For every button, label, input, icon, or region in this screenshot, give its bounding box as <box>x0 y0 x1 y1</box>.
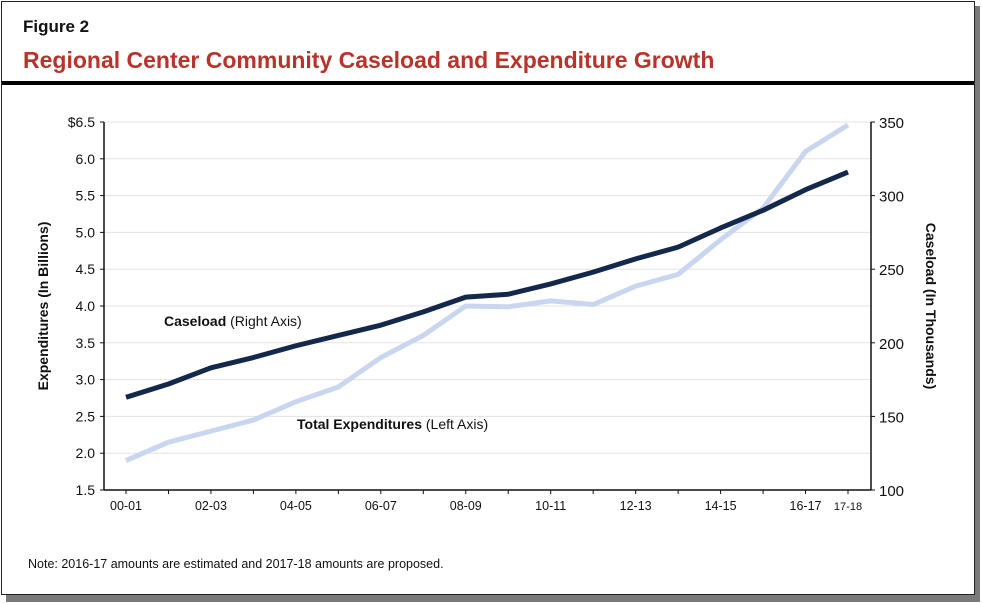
y-right-tick-label: 150 <box>879 409 904 426</box>
series-lines <box>125 122 850 463</box>
axes <box>100 121 875 494</box>
title-rule <box>2 81 974 85</box>
y-right-tick-label: 200 <box>879 336 904 353</box>
expenditures-line <box>125 122 850 463</box>
x-tick-label: 14-15 <box>705 499 737 513</box>
x-tick-label: 08-09 <box>450 499 482 513</box>
y-left-tick-label: 1.5 <box>76 482 96 498</box>
expenditure-label-name: Total Expenditures <box>297 416 422 432</box>
figure-label: Figure 2 <box>23 17 90 36</box>
gridlines <box>104 121 871 454</box>
y-left-tick-label: 5.0 <box>76 224 96 240</box>
caseload-line <box>125 169 849 400</box>
caseload-label-axis: (Right Axis) <box>230 313 302 329</box>
y-left-tick-label: 3.0 <box>76 372 96 388</box>
x-tick-label: 06-07 <box>365 499 397 513</box>
caseload-label-name: Caseload <box>164 313 226 329</box>
expenditure-label-axis: (Left Axis) <box>426 416 488 432</box>
x-tick-label: 12-13 <box>620 499 652 513</box>
y-left-tick-label: 2.0 <box>76 445 96 461</box>
x-tick-label: 10-11 <box>535 499 566 513</box>
expenditure-series-label: Total Expenditures (Left Axis) <box>297 416 488 432</box>
caseload-series-label: Caseload (Right Axis) <box>164 313 302 329</box>
y-left-tick-label: 5.5 <box>76 188 96 204</box>
y-axis-right-label: Caseload (In Thousands) <box>923 223 939 389</box>
y-left-tick-label: 4.5 <box>76 261 96 277</box>
y-left-tick-label: $6.5 <box>68 114 95 130</box>
y-left-tick-label: 2.5 <box>76 408 96 424</box>
figure-note: Note: 2016-17 amounts are estimated and … <box>28 557 444 571</box>
x-tick-label: 02-03 <box>195 499 227 513</box>
y-right-tick-label: 100 <box>879 483 904 500</box>
x-tick-label: 17-18 <box>834 501 862 513</box>
x-tick-label: 04-05 <box>280 499 312 513</box>
y-right-tick-label: 300 <box>879 189 904 206</box>
figure-title: Regional Center Community Caseload and E… <box>23 47 715 73</box>
y-left-tick-label: 4.0 <box>76 298 96 314</box>
y-axis-left-label: Expenditures (In Billions) <box>35 222 51 391</box>
x-tick-label: 16-17 <box>790 499 822 513</box>
y-left-tick-label: 6.0 <box>76 151 96 167</box>
x-tick-label: 00-01 <box>110 499 142 513</box>
tick-labels: $6.5 6.0 5.5 5.0 4.5 4.0 3.5 3.0 2.5 2.0 1.5 350 300… <box>68 114 904 513</box>
y-right-tick-label: 350 <box>879 115 904 132</box>
y-left-tick-label: 3.5 <box>76 335 96 351</box>
y-right-tick-label: 250 <box>879 262 904 279</box>
